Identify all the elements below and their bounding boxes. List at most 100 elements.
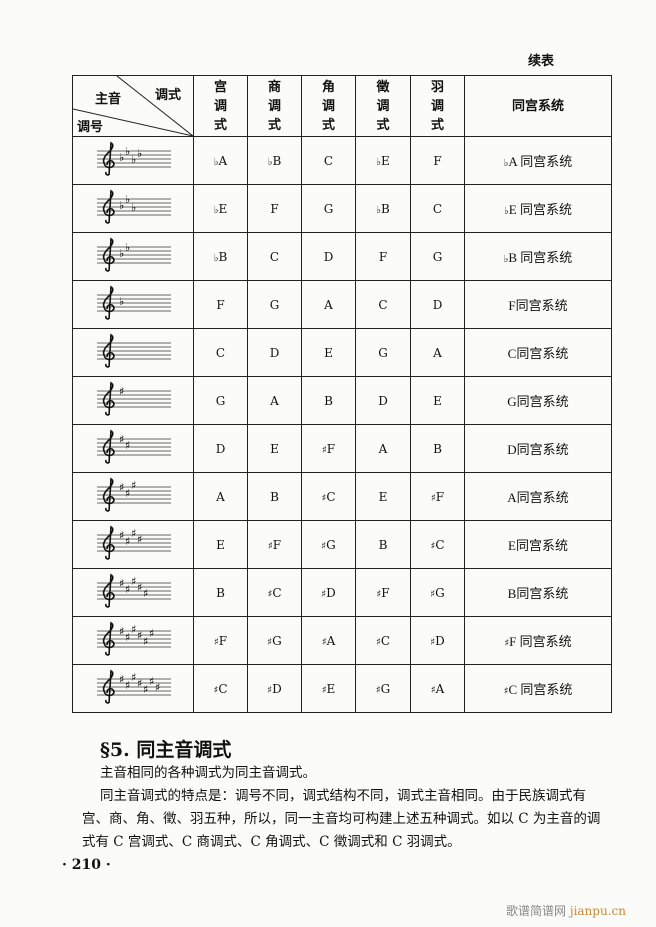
system-label: ♯F 同宫系统	[504, 634, 572, 649]
header-system: 同宫系统	[464, 75, 612, 137]
mode-tonic: A	[324, 297, 333, 312]
mode-tonic: ♯F	[376, 585, 390, 600]
mode-tonic-cell: F	[410, 136, 465, 185]
mode-tonic-cell: ♯G	[247, 616, 302, 665]
mode-tonic: ♯C	[213, 681, 228, 696]
mode-tonic-cell: ♯G	[410, 568, 465, 617]
sharp-icon: ♯	[119, 529, 124, 542]
mode-tonic-cell: E	[355, 472, 411, 521]
table-row: ♯ G A B D E G同宫系统	[72, 376, 612, 425]
mode-tonic: A	[378, 441, 388, 456]
mode-tonic-cell: ♭E	[355, 136, 411, 185]
key-signature-cell: ♭ ♭ ♭ ♭	[72, 136, 194, 185]
key-signature-staff: ♯ ♯♯ ♯ ♯♯	[97, 621, 171, 656]
mode-tonic: A	[270, 393, 279, 408]
sharp-icon: ♯	[155, 681, 160, 694]
mode-label: 调式	[155, 88, 182, 103]
mode-tonic: ♯G	[267, 633, 282, 648]
sharp-icon: ♯	[137, 629, 142, 642]
flat-icon: ♭	[125, 145, 130, 158]
key-signature-cell: ♯ ♯ ♯ ♯ ♯ ♯ ♯	[72, 664, 194, 713]
mode-tonic: ♭A	[213, 153, 228, 168]
mode-tonic-cell: ♯D	[410, 616, 465, 665]
mode-tonic: E	[216, 537, 225, 552]
system-cell: F同宫系统	[464, 280, 612, 329]
header-mode-label: 羽调式	[430, 79, 444, 133]
system-cell: ♯F 同宫系统	[464, 616, 612, 665]
table-row: ♯ ♯ ♯ ♯ ♯ ♯ ♯ ♯C ♯D ♯E ♯G ♯A ♯C 同宫系统	[72, 664, 612, 713]
treble-clef-icon	[102, 285, 115, 320]
header-mode-gong: 宫调式	[193, 75, 248, 137]
mode-tonic: ♯G	[430, 585, 445, 600]
system-cell: ♭B 同宫系统	[464, 232, 612, 281]
mode-tonic-cell: ♭B	[247, 136, 302, 185]
mode-tonic-cell: ♯C	[247, 568, 302, 617]
mode-tonic: E	[433, 393, 442, 408]
mode-tonic-cell: ♯F	[247, 520, 302, 569]
key-signature-staff: ♭	[97, 285, 171, 320]
mode-tonic-cell: B	[410, 424, 465, 473]
mode-tonic-cell: G	[193, 376, 248, 425]
key-signature-cell: ♭ ♭	[72, 232, 194, 281]
header-mode-label: 商调式	[267, 79, 281, 133]
mode-tonic-cell: ♯C	[410, 520, 465, 569]
mode-tonic-cell: A	[355, 424, 411, 473]
mode-tonic: ♯F	[430, 489, 445, 504]
watermark-cn: 歌谱简谱网	[506, 904, 567, 918]
sharp-icon: ♯	[131, 623, 136, 636]
mode-tonic: ♯F	[267, 537, 282, 552]
key-sig-label: 调号	[77, 120, 104, 135]
mode-tonic: D	[215, 441, 226, 456]
section-title: §5. 同主音调式	[100, 739, 232, 761]
mode-tonic: ♯A	[430, 681, 445, 696]
mode-tonic: E	[378, 489, 388, 504]
mode-tonic-cell: E	[301, 328, 356, 377]
sharp-icon: ♯	[143, 635, 148, 648]
system-label: ♯C 同宫系统	[503, 682, 573, 697]
sharp-icon: ♯	[119, 481, 124, 494]
sharp-icon: ♯	[125, 631, 130, 644]
mode-tonic: D	[323, 249, 334, 264]
key-signature-cell: ♯ ♯ ♯	[72, 472, 194, 521]
mode-tonic: F	[378, 249, 388, 264]
key-signature-cell: ♯ ♯ ♯ ♯	[72, 520, 194, 569]
sharp-icon: ♯	[131, 575, 136, 588]
sharp-icon: ♯	[125, 487, 130, 500]
mode-tonic-cell: ♭E	[193, 184, 248, 233]
table-row: ♯ ♯ ♯ ♯ ♯ ♯ ♯F ♯G ♯A ♯C ♯D ♯F 同宫系统	[72, 616, 612, 665]
mode-tonic-cell: ♭A	[193, 136, 248, 185]
mode-tonic-cell: ♯A	[301, 616, 356, 665]
mode-tonic-cell: ♯E	[301, 664, 356, 713]
mode-tonic-cell: C	[410, 184, 465, 233]
mode-tonic: ♯D	[430, 633, 445, 648]
mode-tonic-cell: ♯C	[301, 472, 356, 521]
sharp-icon: ♯	[137, 533, 142, 546]
header-mode-label: 徵调式	[376, 79, 390, 133]
mode-tonic: C	[378, 297, 388, 312]
mode-tonic-cell: F	[355, 232, 411, 281]
flat-icon: ♭	[119, 199, 124, 212]
mode-tonic-cell: ♯G	[355, 664, 411, 713]
mode-tonic-cell: G	[301, 184, 356, 233]
mode-tonic: ♯C	[375, 633, 391, 648]
mode-tonic: B	[270, 489, 279, 504]
flat-icon: ♭	[131, 153, 136, 166]
key-signature-staff: ♭ ♭♭	[97, 189, 171, 224]
header-mode-jue: 角调式	[301, 75, 356, 137]
treble-clef-icon	[102, 621, 115, 656]
key-signature-cell: ♯ ♯ ♯ ♯ ♯ ♯	[72, 616, 194, 665]
mode-tonic: E	[324, 345, 333, 360]
table-header: 主音 调式 调号 宫调式 商调式 角调式 徵调式 羽调式 同宫系统	[72, 75, 612, 137]
flat-icon: ♭	[119, 295, 124, 308]
mode-tonic: ♭E	[376, 153, 390, 168]
system-cell: ♭A 同宫系统	[464, 136, 612, 185]
table-row: ♭ ♭ ♭ ♭E F G ♭B C ♭E 同宫系统	[72, 184, 612, 233]
key-signature-staff: ♯ ♯♯ ♯ ♯	[97, 573, 171, 608]
mode-tonic: ♯A	[321, 633, 336, 648]
key-signature-staff: ♯ ♯	[97, 429, 171, 464]
paragraph-2: 同主音调式的特点是：调号不同，调式结构不同，调式主音相同。由于民族调式有宫、商、…	[82, 788, 601, 850]
system-cell: A同宫系统	[464, 472, 612, 521]
mode-tonic: ♯D	[267, 681, 282, 696]
tonic-label: 主音	[95, 92, 122, 107]
